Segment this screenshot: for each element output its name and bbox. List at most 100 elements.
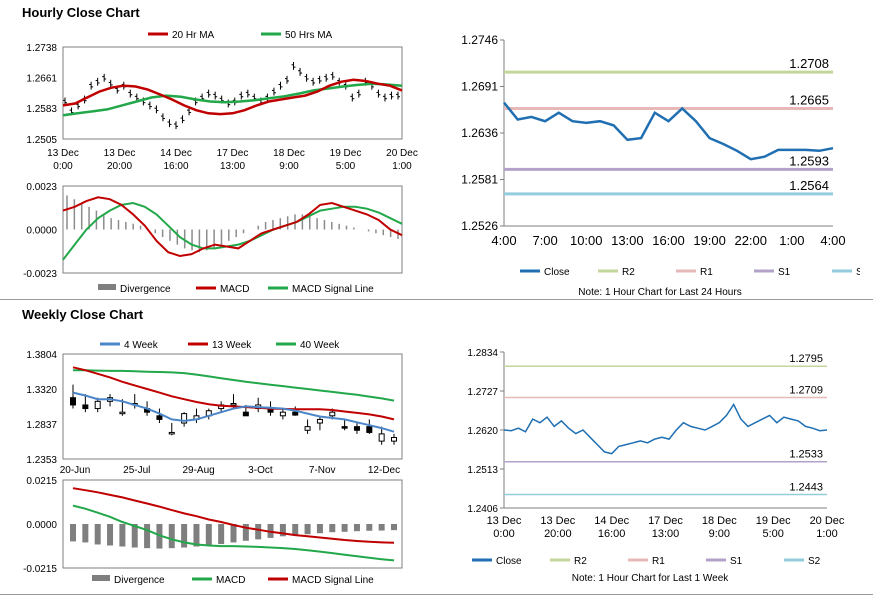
hourly-pivot-x-tick-2: 10:00 (570, 233, 603, 248)
weekly-pivot-y-tick-4: 1.2834 (467, 348, 498, 359)
weekly-pivot-y-tick-1: 1.2513 (467, 465, 498, 476)
weekly-candle-body (329, 411, 336, 417)
weekly-candle-body (353, 426, 360, 431)
weekly-pivot-x-tick-sub-3: 13:00 (652, 528, 680, 540)
weekly-divergence-bar (70, 524, 76, 542)
weekly-macd-legend-2-label: MACD Signal Line (292, 575, 374, 586)
weekly-pivot-level-label-s2: 1.2443 (789, 482, 823, 494)
weekly-divergence-bar (193, 524, 200, 547)
weekly-pivot-legend-2-label: R1 (652, 556, 665, 567)
weekly-macd-legend-0-label: Divergence (114, 575, 165, 586)
hourly-price-x-tick-0: 13 Dec (47, 148, 79, 159)
hourly-pivot-legend-1-label: R2 (622, 267, 635, 278)
weekly-candle-body (168, 431, 175, 435)
hourly-price-x-tick-sub-4: 9:00 (279, 161, 299, 172)
hourly-macd-legend-2-label: MACD Signal Line (292, 284, 374, 295)
weekly-divergence-bar (391, 524, 397, 531)
weekly-candle-body (181, 413, 188, 424)
weekly-40wk-ma-line (73, 369, 395, 402)
hourly-macd-plot-frame (62, 185, 403, 274)
weekly-pivot-legend-0-label: Close (496, 556, 522, 567)
hourly-pivot-legend-2-label: R1 (700, 267, 713, 278)
weekly-divergence-bar (304, 524, 311, 535)
weekly-divergence-bar (279, 524, 286, 537)
hourly-price-x-tick-5: 19 Dec (330, 148, 362, 159)
weekly-price-x-tick-4: 7-Nov (309, 465, 336, 476)
weekly-candle-body (119, 411, 126, 415)
hourly-pivot-x-tick-3: 13:00 (611, 233, 644, 248)
hourly-macd-y-tick-2: 0.0023 (26, 182, 57, 193)
weekly-macd-legend-1-label: MACD (216, 575, 245, 586)
weekly-pivot-x-tick-sub-2: 16:00 (598, 528, 626, 540)
weekly-candle-body (304, 426, 311, 431)
hourly-price-x-tick-sub-1: 20:00 (107, 161, 132, 172)
hourly-price-y-tick-1: 1.2583 (26, 104, 57, 115)
weekly-candle-body (242, 411, 249, 417)
hourly-50hr-ma-line (62, 82, 403, 117)
hourly-pivot-x-tick-4: 16:00 (652, 233, 685, 248)
hourly-price-x-tick-4: 18 Dec (273, 148, 305, 159)
hourly-price-x-tick-3: 17 Dec (217, 148, 249, 159)
weekly-pivot-legend-3-label: S1 (730, 556, 743, 567)
weekly-pivot-x-tick-1: 13 Dec (540, 515, 575, 527)
weekly-candle-body (156, 415, 163, 420)
hourly-pivot-x-tick-8: 4:00 (820, 233, 845, 248)
weekly-divergence-bar (94, 524, 101, 545)
hourly-pivot-close-line (503, 101, 834, 161)
weekly-macd-signal-line (72, 487, 395, 544)
weekly-macd-legend-0-swatch (92, 575, 110, 581)
weekly-macd-plot-frame (62, 479, 403, 569)
weekly-divergence-bar (230, 524, 237, 543)
hourly-pivot-y-tick-3: 1.2691 (461, 80, 498, 94)
hourly-macd-line (62, 196, 403, 258)
weekly-divergence-bar (205, 524, 212, 546)
weekly-4wk-ma-line (72, 391, 395, 433)
weekly-pivot-legend-4-label: S2 (808, 556, 821, 567)
weekly-pivot-legend-1-label: R2 (574, 556, 587, 567)
hourly-price-x-tick-2: 14 Dec (160, 148, 192, 159)
weekly-candle-body (70, 397, 76, 406)
weekly-divergence-bar (329, 524, 336, 533)
weekly-price-x-tick-0: 20-Jun (60, 465, 91, 476)
weekly-pivot-x-tick-2: 14 Dec (594, 515, 629, 527)
hourly-pivot-legend-4-label: S2 (856, 267, 860, 278)
hourly-macd-chart: -0.0023 0.0000 0.0023 Divergence MACD MACD Si… (23, 182, 403, 295)
hourly-macd-y-tick-1: 0.0000 (26, 226, 57, 237)
weekly-price-chart: 4 Week 13 Week 40 Week 1.2353 1.2837 1.3320 1.… (26, 340, 403, 476)
hourly-section-title: Hourly Close Chart (22, 5, 140, 20)
weekly-divergence-bar (378, 524, 385, 531)
weekly-pivot-x-tick-5: 19 Dec (756, 515, 791, 527)
weekly-candle-body (378, 433, 385, 442)
weekly-macd-chart: -0.0215 0.0000 0.0215 Divergence MACD MACD Si… (23, 476, 403, 586)
weekly-divergence-bar (181, 524, 188, 548)
weekly-pivot-x-tick-sub-1: 20:00 (544, 528, 572, 540)
weekly-price-y-tick-3: 1.3804 (26, 350, 57, 361)
hourly-price-plot-frame (62, 46, 403, 140)
weekly-candle-body (366, 426, 373, 433)
hourly-pivot-legend-0-label: Close (544, 267, 570, 278)
hourly-price-x-tick-sub-3: 13:00 (220, 161, 245, 172)
weekly-price-legend-2-label: 40 Week (300, 340, 340, 351)
weekly-divergence-bar (255, 524, 262, 540)
hourly-pivot-x-tick-1: 7:00 (532, 233, 557, 248)
weekly-divergence-bar (353, 524, 360, 532)
weekly-candle-body (82, 404, 89, 410)
weekly-price-legend-0-label: 4 Week (124, 340, 159, 351)
weekly-price-x-tick-3: 3-Oct (248, 465, 273, 476)
weekly-pivot-level-label-r1: 1.2709 (789, 385, 823, 397)
weekly-divergence-bar (131, 524, 138, 548)
weekly-section-title: Weekly Close Chart (22, 307, 144, 322)
weekly-pivot-close-line (503, 402, 828, 455)
weekly-divergence-bar (119, 524, 126, 547)
hourly-pivot-x-tick-7: 1:00 (779, 233, 804, 248)
weekly-pivot-x-tick-0: 13 Dec (487, 515, 522, 527)
weekly-divergence-bar (82, 524, 89, 543)
hourly-price-y-tick-2: 1.2661 (26, 73, 57, 84)
hourly-price-y-tick-0: 1.2505 (26, 135, 57, 146)
hourly-macd-legend-0-swatch (98, 284, 116, 290)
hourly-price-chart: 20 Hr MA 50 Hrs MA 1.2505 1.2583 1.2661 1.273… (26, 30, 417, 172)
weekly-price-plot-frame (62, 353, 403, 460)
weekly-price-x-tick-2: 29-Aug (182, 465, 214, 476)
hourly-price-y-tick-3: 1.2738 (26, 43, 57, 54)
weekly-price-y-tick-2: 1.3320 (26, 385, 57, 396)
